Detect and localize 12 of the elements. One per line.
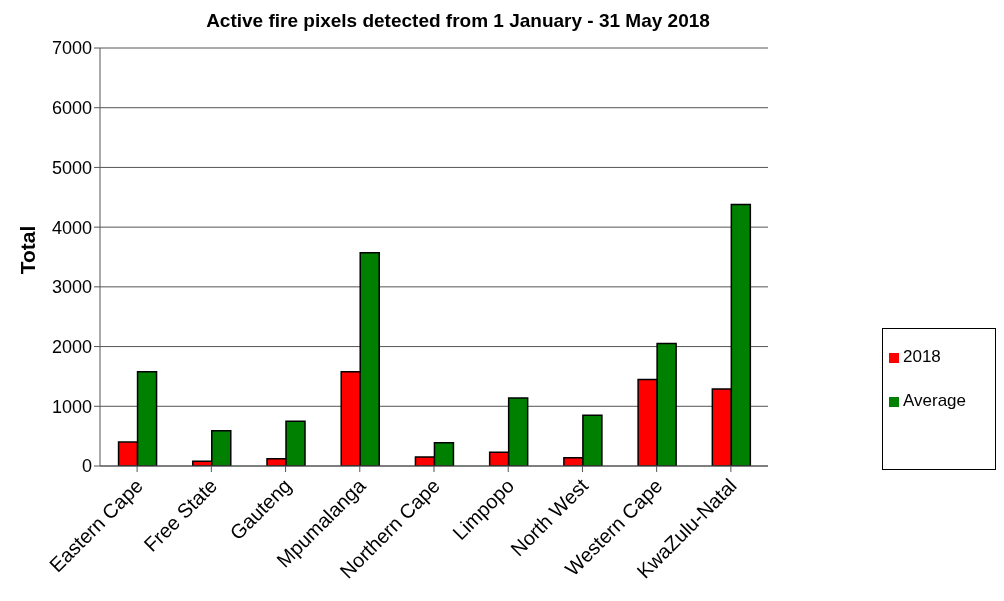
chart-title: Active fire pixels detected from 1 January - 31 May 2018 (205, 10, 711, 32)
y-axis-title: Total (16, 224, 40, 277)
legend-label: Average (903, 391, 967, 410)
y-tick-label: 0 (81, 456, 92, 477)
y-tick-label: 7000 (51, 38, 92, 59)
y-tick-label: 3000 (51, 277, 92, 298)
y-tick-label: 1000 (51, 396, 92, 417)
legend-label: 2018 (903, 347, 941, 366)
y-tick-label: 6000 (51, 98, 92, 119)
y-tick-label: 4000 (51, 217, 92, 238)
y-tick-label: 2000 (51, 336, 92, 357)
y-tick-label: 5000 (51, 157, 92, 178)
